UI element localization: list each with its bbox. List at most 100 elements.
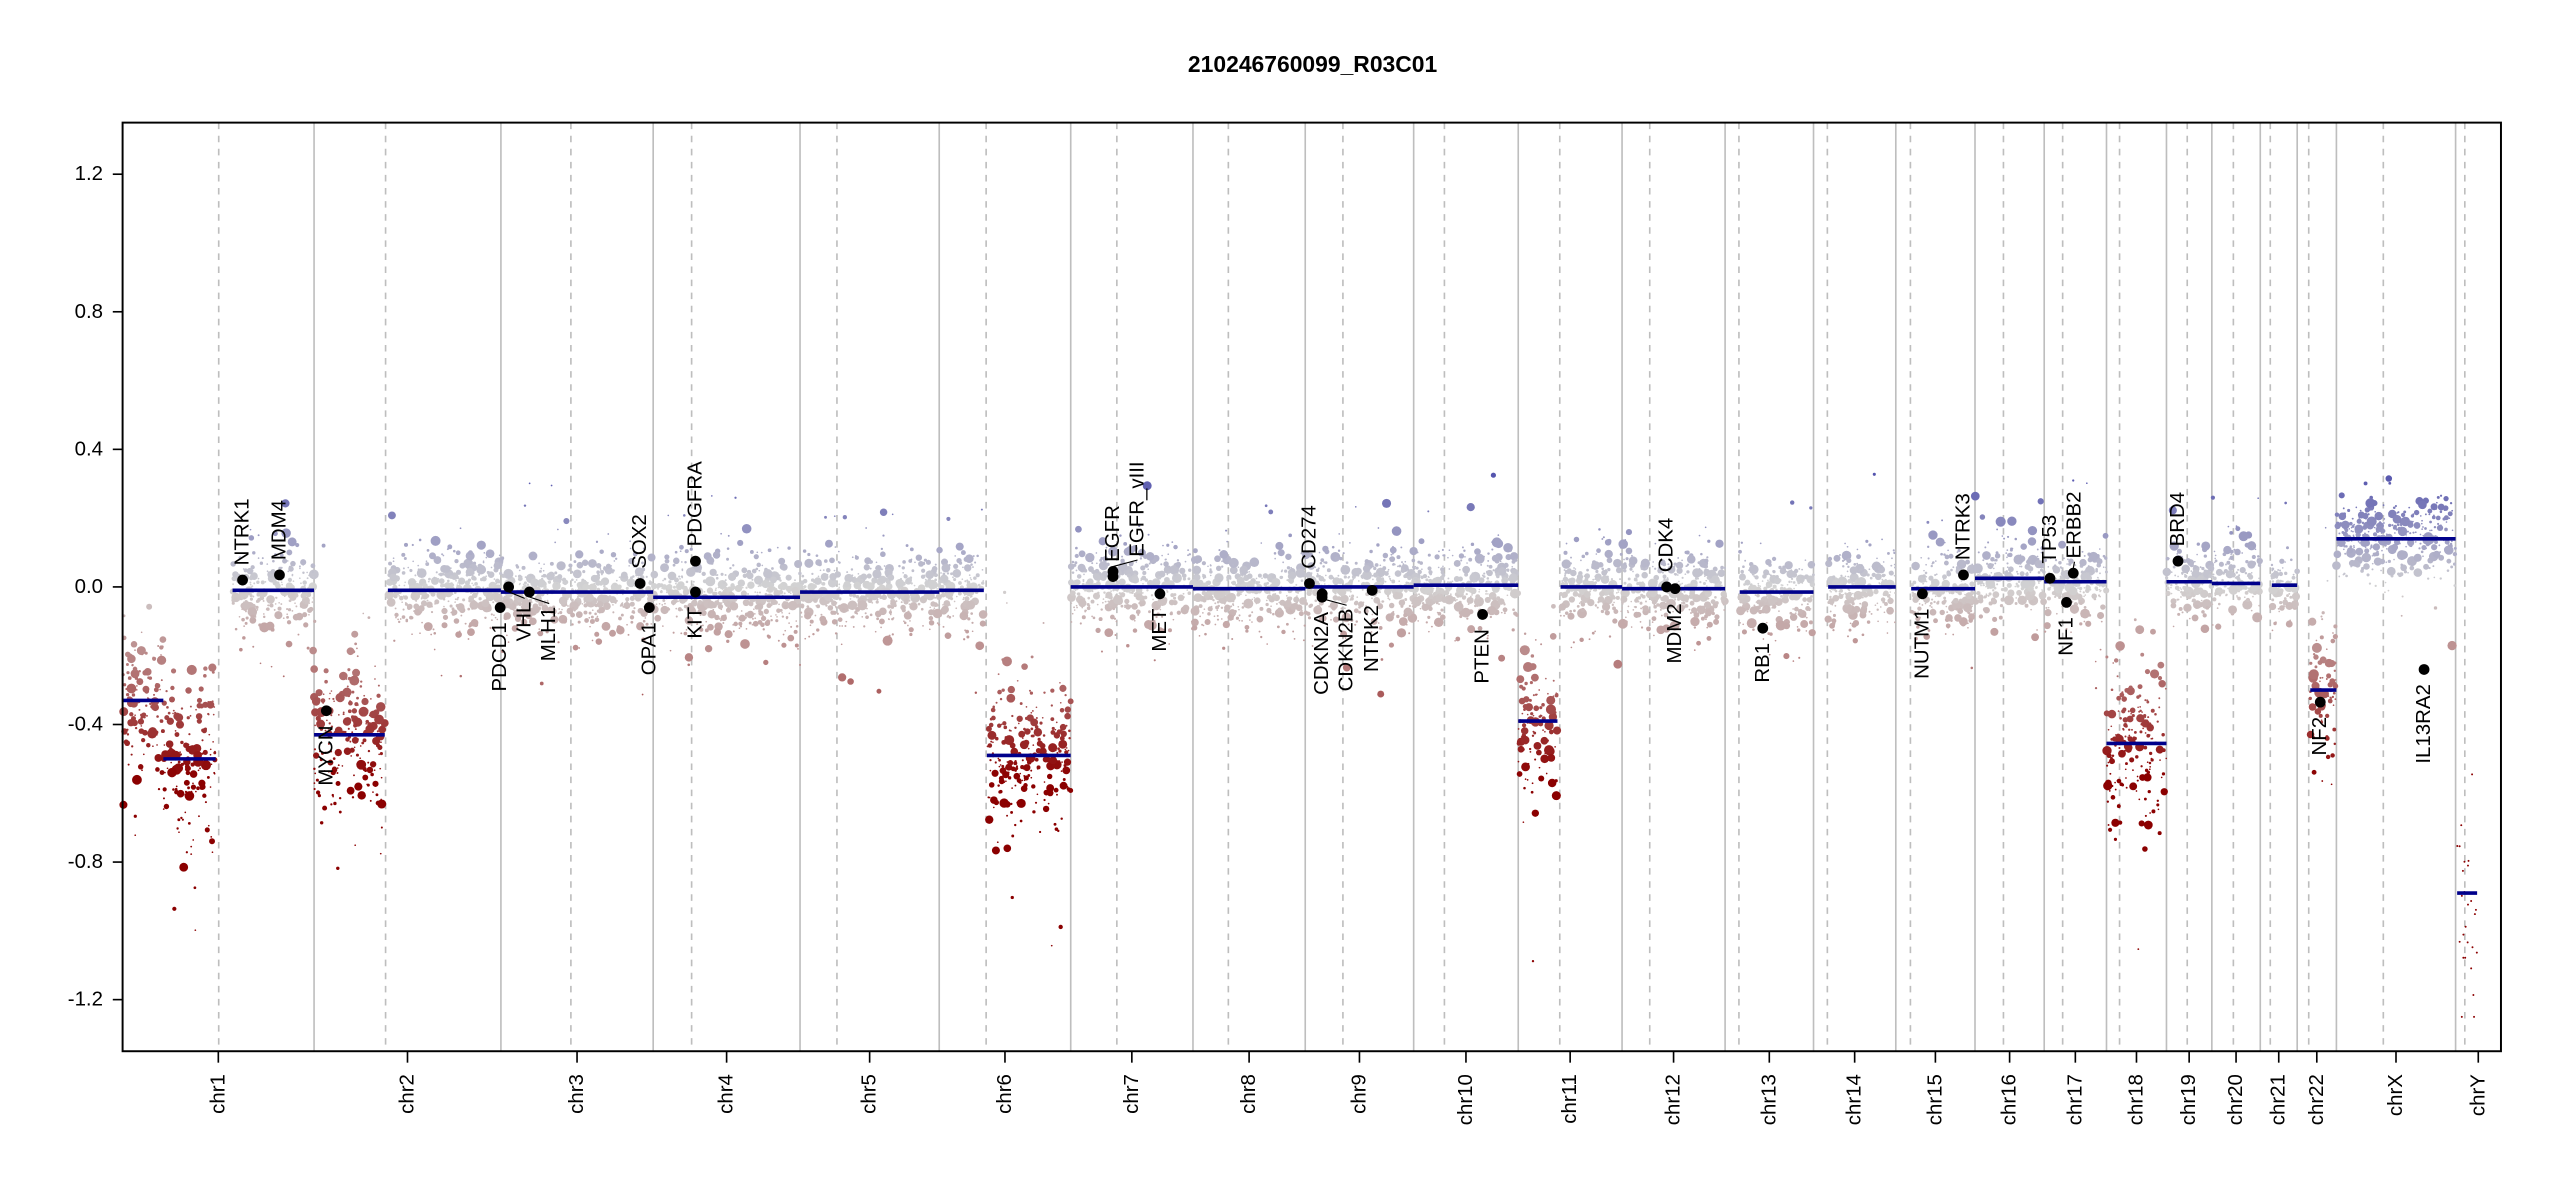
probe-point	[1534, 758, 1537, 761]
probe-point	[902, 560, 906, 564]
probe-point	[790, 625, 793, 628]
probe-point	[672, 603, 675, 606]
probe-point	[814, 614, 817, 617]
probe-point	[763, 608, 769, 615]
probe-point	[530, 553, 534, 557]
probe-point	[204, 827, 210, 833]
probe-point	[944, 602, 947, 605]
probe-point	[361, 697, 369, 706]
probe-point	[1400, 604, 1404, 608]
probe-point	[447, 579, 450, 583]
probe-point	[529, 574, 532, 577]
probe-point	[342, 717, 352, 726]
probe-point	[1031, 784, 1036, 789]
probe-point	[625, 601, 628, 604]
probe-point	[303, 602, 306, 604]
probe-point	[1085, 552, 1095, 563]
probe-point	[975, 603, 978, 605]
probe-point	[1442, 565, 1444, 568]
probe-point	[820, 613, 823, 616]
probe-point	[731, 587, 735, 591]
probe-point	[1285, 553, 1292, 560]
probe-point	[1417, 593, 1421, 596]
probe-point	[1019, 782, 1022, 784]
probe-point	[779, 579, 782, 582]
probe-point	[307, 607, 313, 613]
probe-point	[1102, 563, 1106, 567]
probe-point	[925, 570, 935, 580]
probe-point	[1070, 602, 1073, 605]
probe-point	[1014, 726, 1017, 730]
probe-point	[1545, 772, 1548, 775]
probe-point	[310, 665, 318, 673]
probe-point	[673, 577, 679, 583]
probe-point	[1442, 578, 1445, 581]
probe-point	[156, 715, 159, 718]
probe-point	[1388, 642, 1395, 648]
probe-point	[574, 581, 576, 583]
probe-point	[1046, 773, 1053, 780]
probe-point	[372, 780, 379, 787]
probe-point	[1613, 601, 1615, 604]
probe-point	[711, 612, 713, 615]
probe-point	[374, 678, 376, 680]
probe-point	[953, 577, 957, 582]
probe-point	[354, 642, 358, 646]
probe-point	[581, 603, 584, 605]
probe-point	[1707, 539, 1711, 543]
probe-point	[864, 596, 866, 599]
probe-point	[1073, 563, 1077, 567]
probe-point	[140, 717, 142, 720]
probe-point	[1031, 710, 1034, 712]
probe-point	[1244, 624, 1250, 630]
probe-point	[728, 572, 737, 581]
probe-point	[1007, 776, 1012, 780]
probe-point	[1538, 775, 1545, 782]
probe-point	[484, 616, 487, 619]
probe-point	[782, 563, 785, 566]
probe-point	[787, 546, 791, 550]
probe-point	[1496, 574, 1500, 579]
probe-point	[732, 623, 735, 626]
probe-point	[1175, 561, 1182, 568]
probe-point	[1186, 589, 1189, 591]
probe-point	[367, 616, 371, 620]
probe-point	[316, 719, 326, 729]
probe-point	[880, 626, 882, 629]
probe-point	[1704, 558, 1709, 563]
probe-point	[272, 559, 275, 563]
probe-point	[185, 851, 188, 854]
probe-point	[1642, 605, 1649, 612]
probe-point	[201, 739, 204, 742]
probe-point	[367, 761, 370, 764]
probe-point	[1447, 577, 1450, 580]
probe-point	[207, 824, 210, 827]
probe-point	[1441, 596, 1449, 603]
probe-point	[274, 603, 277, 605]
probe-point	[908, 580, 911, 583]
probe-point	[420, 597, 423, 600]
probe-point	[302, 612, 308, 618]
probe-point	[262, 615, 266, 619]
probe-point	[1266, 581, 1270, 585]
probe-point	[196, 718, 202, 724]
probe-point	[625, 597, 630, 602]
probe-point	[571, 584, 573, 587]
probe-point	[165, 740, 174, 748]
probe-point	[847, 678, 854, 685]
probe-point	[1612, 618, 1618, 624]
probe-point	[1459, 615, 1463, 619]
probe-point	[1227, 571, 1230, 574]
probe-point	[1207, 565, 1209, 568]
probe-point	[1698, 534, 1701, 537]
probe-point	[1572, 641, 1575, 644]
probe-point	[1075, 579, 1081, 585]
probe-point	[1209, 568, 1212, 571]
probe-point	[420, 600, 428, 607]
probe-point	[949, 604, 951, 606]
probe-point	[997, 673, 1000, 676]
probe-point	[1104, 628, 1114, 637]
probe-point	[190, 853, 193, 855]
probe-point	[537, 630, 544, 637]
probe-point	[1462, 595, 1467, 599]
